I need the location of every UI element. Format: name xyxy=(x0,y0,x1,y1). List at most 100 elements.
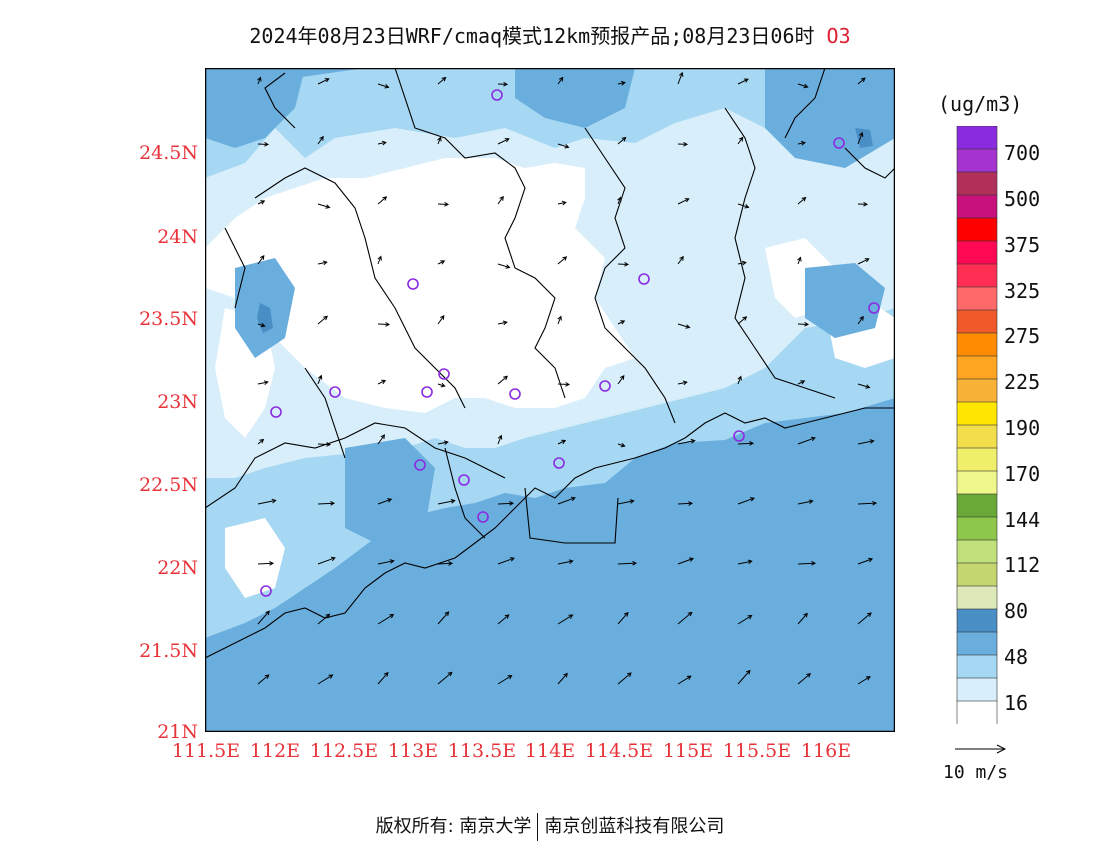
lat-label-24n: 24N xyxy=(157,226,198,248)
colorbar-label: 170 xyxy=(1004,462,1041,486)
wind-arrow xyxy=(437,440,449,445)
lat-label-22n: 22N xyxy=(157,557,198,579)
wind-arrow xyxy=(437,201,450,207)
wind-arrow xyxy=(557,256,568,265)
wind-arrow xyxy=(497,81,509,87)
lat-label-21n: 21N xyxy=(157,721,198,743)
wind-arrow xyxy=(677,611,693,625)
lat-label-22-5n: 22.5N xyxy=(139,474,198,496)
station-marker xyxy=(599,380,611,392)
map-title: 2024年08月23日WRF/cmaq模式12km预报产品;08月23日06时 … xyxy=(0,20,1100,49)
colorbar-segment xyxy=(956,539,998,564)
wind-arrow xyxy=(857,131,864,145)
colorbar-label: 80 xyxy=(1004,599,1029,623)
station-marker xyxy=(414,459,426,471)
wind-arrow xyxy=(857,612,872,625)
lon-label-112-5e: 112.5E xyxy=(309,740,379,762)
wind-arrow xyxy=(617,136,627,145)
lon-label-116e: 116E xyxy=(800,740,852,762)
station-marker xyxy=(438,368,450,380)
wind-arrow xyxy=(617,375,625,385)
land-white-field xyxy=(205,158,635,413)
lon-label-113e: 113E xyxy=(387,740,439,762)
wind-arrow xyxy=(617,560,638,566)
wind-arrow xyxy=(377,559,395,565)
colorbar-segment xyxy=(956,447,998,472)
wind-arrow xyxy=(497,195,504,205)
wind-arrow xyxy=(557,614,574,625)
wind-arrow xyxy=(317,501,336,506)
wind-arrow xyxy=(737,260,747,266)
colorbar-segment xyxy=(956,194,998,219)
copyright: 版权所有: 南京大学 南京创蓝科技有限公司 xyxy=(0,812,1100,841)
station-marker xyxy=(407,278,419,290)
wind-arrow xyxy=(437,498,456,505)
wind-arrow xyxy=(557,200,567,206)
wind-arrow xyxy=(737,203,750,209)
wind-arrow xyxy=(317,78,330,85)
wind-arrow xyxy=(677,438,696,445)
wind-arrow xyxy=(617,261,630,267)
wind-arrow xyxy=(677,255,684,265)
wind-arrow xyxy=(857,557,874,565)
wind-arrow xyxy=(377,255,382,265)
concentration-map xyxy=(205,68,895,732)
colorbar-segment xyxy=(956,470,998,495)
darkest-patch-1 xyxy=(257,303,273,333)
land-white-patch-2 xyxy=(225,518,285,598)
colorbar-label: 500 xyxy=(1004,187,1041,211)
wind-arrow xyxy=(797,673,811,685)
wind-arrow xyxy=(797,140,806,146)
wind-arrow xyxy=(857,676,871,685)
wind-arrow xyxy=(377,196,388,205)
wind-arrow xyxy=(737,559,753,565)
wind-arrow xyxy=(257,141,270,147)
wind-arrow xyxy=(497,138,510,145)
colorbar-label: 375 xyxy=(1004,233,1041,257)
lat-label-23-5n: 23.5N xyxy=(139,308,198,330)
wind-vectors xyxy=(257,71,878,685)
wind-arrow xyxy=(377,498,393,505)
wind-arrow xyxy=(617,196,622,205)
dark-patch-n xyxy=(515,68,635,128)
wind-arrow xyxy=(497,320,508,326)
wind-arrow xyxy=(857,258,870,265)
wind-arrow xyxy=(317,374,323,385)
wind-arrow xyxy=(797,560,817,566)
wind-arrow xyxy=(797,196,807,205)
colorbar-label: 144 xyxy=(1004,508,1041,532)
wind-arrow xyxy=(497,675,513,685)
lon-label-112e: 112E xyxy=(249,740,301,762)
wind-arrow xyxy=(857,439,875,445)
colorbar-label: 48 xyxy=(1004,645,1029,669)
wind-arrow xyxy=(557,76,564,85)
wind-arrow xyxy=(377,671,389,685)
wind-arrow xyxy=(377,614,395,625)
lat-label-21-5n: 21.5N xyxy=(139,640,198,662)
colorbar xyxy=(956,126,998,724)
map-frame xyxy=(205,68,895,732)
station-marker xyxy=(638,273,650,285)
wind-arrow xyxy=(497,375,509,385)
wind-arrow xyxy=(437,76,447,85)
wind-arrow xyxy=(857,77,866,85)
wind-arrow xyxy=(677,675,692,685)
colorbar-segment xyxy=(956,700,998,724)
wind-arrow xyxy=(437,382,446,388)
wind-arrow xyxy=(677,323,691,329)
lat-label-24-5n: 24.5N xyxy=(139,142,198,164)
dark-patch-e xyxy=(805,263,885,338)
wind-reference-arrow xyxy=(955,744,1007,754)
wind-arrow xyxy=(557,496,576,505)
colorbar-segment xyxy=(956,585,998,610)
colorbar-label: 112 xyxy=(1004,553,1041,577)
wind-arrow xyxy=(737,316,748,325)
wind-arrow xyxy=(257,438,265,445)
wind-arrow xyxy=(857,201,869,207)
wind-arrow xyxy=(797,499,814,505)
wind-arrow xyxy=(377,83,390,89)
colorbar-label: 275 xyxy=(1004,324,1041,348)
wind-arrow xyxy=(617,80,626,86)
wind-arrow xyxy=(317,442,332,447)
wind-arrow xyxy=(377,322,391,327)
